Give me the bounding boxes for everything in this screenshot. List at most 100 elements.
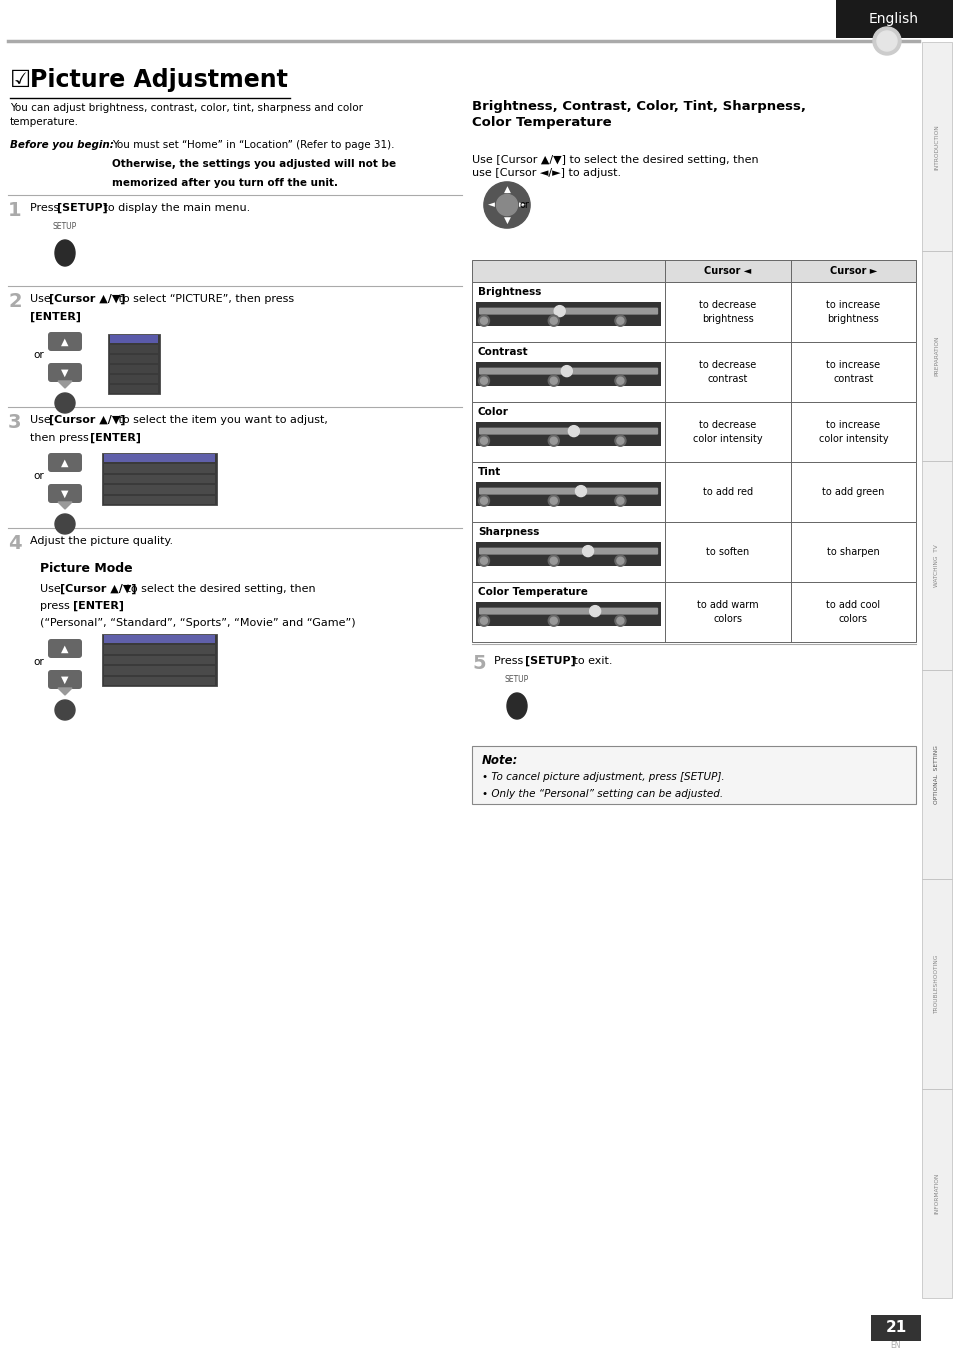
Circle shape [478, 495, 489, 507]
Circle shape [480, 437, 487, 445]
Text: ▼: ▼ [503, 216, 510, 225]
FancyBboxPatch shape [476, 302, 660, 326]
Circle shape [483, 182, 530, 228]
FancyBboxPatch shape [104, 474, 214, 483]
Text: press: press [40, 601, 73, 611]
Text: to exit.: to exit. [569, 656, 612, 666]
Circle shape [615, 615, 625, 627]
Text: ☑: ☑ [10, 67, 31, 92]
Text: to decrease
brightness: to decrease brightness [699, 301, 756, 324]
FancyBboxPatch shape [48, 484, 82, 503]
FancyBboxPatch shape [921, 670, 951, 879]
FancyBboxPatch shape [104, 677, 214, 685]
Circle shape [55, 394, 75, 412]
Circle shape [617, 557, 623, 565]
Circle shape [550, 497, 557, 504]
Text: You must set “Home” in “Location” (Refer to page 31).: You must set “Home” in “Location” (Refer… [112, 140, 395, 150]
FancyBboxPatch shape [110, 336, 158, 342]
Text: ENTER: ENTER [57, 708, 73, 713]
Text: Brightness: Brightness [477, 287, 540, 297]
Text: WATCHING  TV: WATCHING TV [934, 545, 939, 586]
Circle shape [872, 27, 900, 55]
Text: to select “PICTURE”, then press: to select “PICTURE”, then press [115, 294, 294, 305]
FancyBboxPatch shape [921, 251, 951, 461]
Circle shape [550, 437, 557, 445]
FancyBboxPatch shape [104, 646, 214, 654]
Circle shape [615, 435, 625, 446]
Text: or: or [518, 200, 528, 210]
Text: to increase
contrast: to increase contrast [825, 360, 880, 384]
Text: [Cursor ▲/▼]: [Cursor ▲/▼] [49, 294, 126, 305]
Text: 4: 4 [8, 534, 22, 553]
Text: ▲: ▲ [61, 337, 69, 346]
Text: Contrast: Contrast [477, 346, 528, 357]
FancyBboxPatch shape [110, 355, 158, 363]
Text: • To cancel picture adjustment, press [SETUP].: • To cancel picture adjustment, press [S… [481, 772, 724, 782]
FancyBboxPatch shape [472, 745, 915, 803]
Text: [Cursor ▲/▼]: [Cursor ▲/▼] [60, 584, 136, 594]
Text: to add warm
colors: to add warm colors [697, 600, 758, 624]
Text: Press: Press [30, 204, 63, 213]
Text: Tint: Tint [477, 466, 500, 477]
Text: or: or [33, 656, 45, 667]
Text: [ENTER]: [ENTER] [73, 601, 124, 611]
Circle shape [568, 426, 578, 437]
Text: Picture Adjustment: Picture Adjustment [30, 67, 288, 92]
FancyBboxPatch shape [478, 368, 658, 375]
Circle shape [550, 557, 557, 565]
Text: SETUP: SETUP [52, 222, 77, 231]
FancyBboxPatch shape [476, 363, 660, 386]
Text: ▲: ▲ [503, 185, 510, 194]
Text: .: . [112, 601, 115, 611]
Text: ◄: ◄ [487, 201, 494, 209]
FancyBboxPatch shape [472, 342, 915, 402]
FancyBboxPatch shape [104, 465, 214, 473]
FancyBboxPatch shape [478, 307, 658, 314]
Circle shape [550, 377, 557, 384]
Text: Press: Press [494, 656, 526, 666]
Text: [ENTER]: [ENTER] [30, 311, 81, 322]
FancyBboxPatch shape [104, 454, 214, 462]
Text: ENTER: ENTER [57, 522, 73, 527]
Text: 3: 3 [8, 412, 22, 431]
Circle shape [55, 514, 75, 534]
Circle shape [548, 315, 558, 326]
FancyBboxPatch shape [472, 462, 915, 522]
Text: to select the desired setting, then: to select the desired setting, then [123, 584, 315, 594]
FancyBboxPatch shape [110, 365, 158, 373]
Text: to add red: to add red [702, 487, 752, 497]
FancyBboxPatch shape [104, 666, 214, 674]
Text: Cursor ►: Cursor ► [829, 266, 876, 276]
Text: Sharpness: Sharpness [477, 527, 538, 537]
Circle shape [615, 495, 625, 507]
FancyBboxPatch shape [48, 363, 82, 381]
Circle shape [496, 194, 517, 216]
FancyBboxPatch shape [476, 483, 660, 506]
Circle shape [550, 617, 557, 624]
FancyBboxPatch shape [110, 386, 158, 394]
FancyBboxPatch shape [108, 334, 160, 394]
Circle shape [617, 617, 623, 624]
FancyBboxPatch shape [110, 345, 158, 353]
Text: Note:: Note: [481, 754, 517, 767]
Circle shape [480, 317, 487, 325]
Text: Before you begin:: Before you begin: [10, 140, 113, 150]
Circle shape [548, 495, 558, 507]
Text: or: or [33, 470, 45, 481]
FancyBboxPatch shape [476, 603, 660, 625]
FancyBboxPatch shape [476, 422, 660, 446]
Text: Use: Use [30, 415, 54, 425]
FancyBboxPatch shape [48, 639, 82, 658]
Circle shape [478, 315, 489, 326]
Text: English: English [868, 12, 918, 26]
Circle shape [480, 497, 487, 504]
Circle shape [478, 435, 489, 446]
Text: to increase
color intensity: to increase color intensity [818, 421, 887, 443]
Text: Use: Use [40, 584, 64, 594]
FancyBboxPatch shape [472, 260, 915, 282]
FancyBboxPatch shape [48, 670, 82, 689]
Text: .: . [70, 311, 73, 322]
Circle shape [480, 557, 487, 565]
Text: 2: 2 [8, 293, 22, 311]
Text: then press: then press [30, 433, 92, 443]
